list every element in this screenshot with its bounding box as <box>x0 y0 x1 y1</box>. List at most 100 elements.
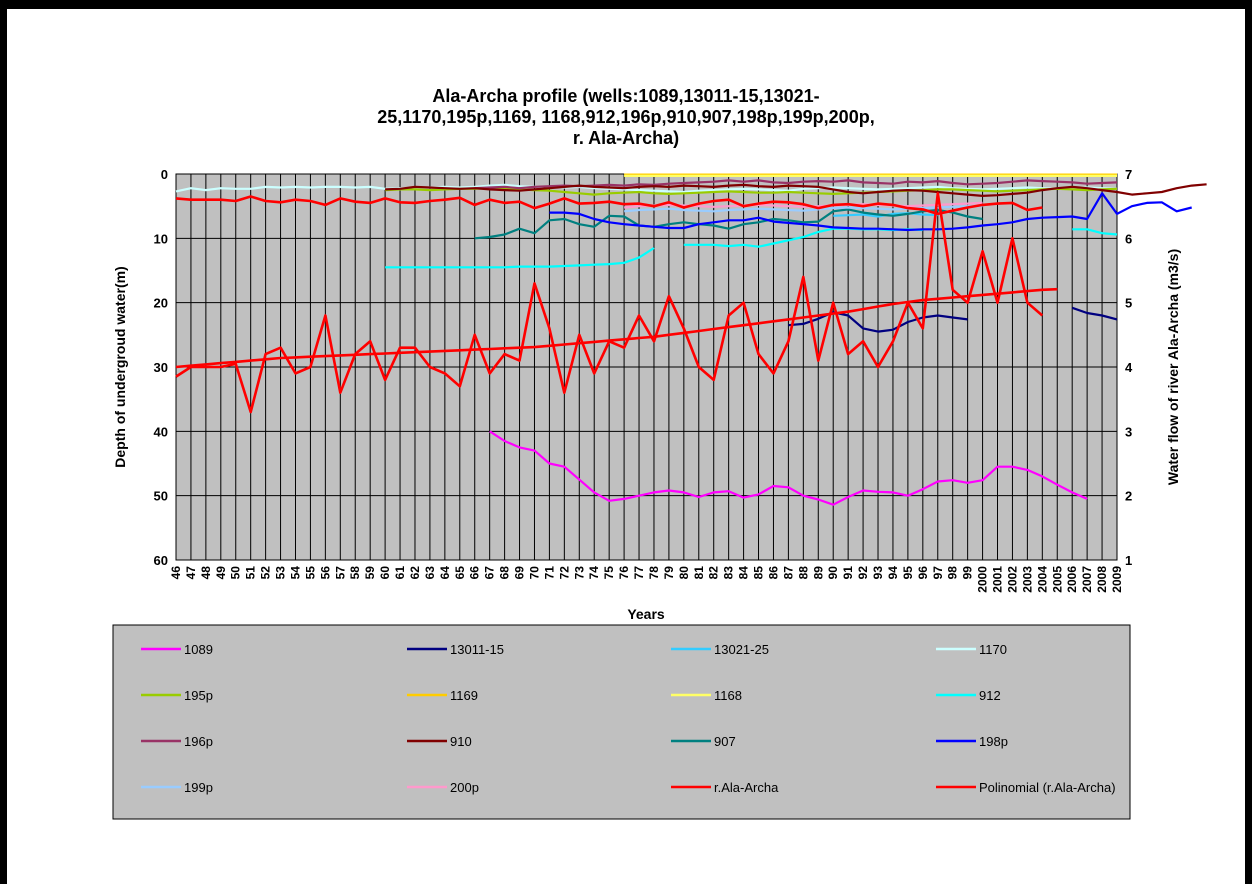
x-tick-label: 61 <box>393 566 407 580</box>
x-tick-label: 80 <box>677 566 691 580</box>
chart-title: r. Ala-Archa) <box>573 128 679 148</box>
x-tick-label: 94 <box>886 566 900 580</box>
series-line-polinomial-r-ala-archa- <box>175 287 1058 369</box>
x-tick-label: 91 <box>841 566 855 580</box>
x-tick-label: 2005 <box>1050 566 1064 593</box>
legend-label: 195p <box>184 688 213 703</box>
y-tick-label: 60 <box>154 553 168 568</box>
series-line-r-ala-archa <box>175 195 1043 216</box>
x-tick-label: 52 <box>259 566 273 580</box>
x-tick-label: 75 <box>602 566 616 580</box>
x-tick-label: 2007 <box>1080 566 1094 593</box>
legend-label: r.Ala-Archa <box>714 780 779 795</box>
series-line-13011-15 <box>1071 306 1118 321</box>
x-tick-label: 58 <box>348 566 362 580</box>
series-line-198p <box>549 192 1192 232</box>
legend-box <box>112 624 1131 820</box>
x-tick-label: 64 <box>438 566 452 580</box>
legend-label: 199p <box>184 780 213 795</box>
y2-tick-label: 7 <box>1125 167 1132 182</box>
y-axis-title: Depth of undergroud water(m) <box>112 266 128 467</box>
series-line-910 <box>385 183 1207 197</box>
y2-tick-label: 1 <box>1125 553 1132 568</box>
x-tick-label: 95 <box>901 566 915 580</box>
x-tick-label: 93 <box>871 566 885 580</box>
x-tick-label: 74 <box>587 566 601 580</box>
x-tick-label: 69 <box>513 566 527 580</box>
x-tick-label: 62 <box>408 566 422 580</box>
series-line-912 <box>385 247 655 269</box>
legend-label: 1169 <box>450 688 478 703</box>
x-tick-label: 56 <box>318 566 332 580</box>
y2-axis-title: Water flow of river Ala-Archa (m3/s) <box>1165 249 1181 485</box>
x-tick-label: 78 <box>647 566 661 580</box>
x-tick-label: 54 <box>288 566 302 580</box>
x-tick-label: 53 <box>274 566 288 580</box>
series-line-912 <box>1072 228 1118 236</box>
x-tick-label: 49 <box>214 566 228 580</box>
legend-label: 200p <box>450 780 479 795</box>
series-line-1089 <box>489 430 1088 506</box>
legend-label: 1168 <box>714 688 742 703</box>
x-tick-label: 96 <box>916 566 930 580</box>
legend-label: 13021-25 <box>714 642 769 657</box>
y-tick-label: 30 <box>154 360 168 375</box>
x-tick-label: 98 <box>946 566 960 580</box>
x-tick-label: 89 <box>811 566 825 580</box>
series-line-195p <box>385 187 1118 196</box>
x-tick-label: 83 <box>722 566 736 580</box>
x-tick-label: 2006 <box>1065 566 1079 593</box>
series-line-1170 <box>175 183 1118 194</box>
chart-title: 25,1170,195p,1169, 1168,912,196p,910,907… <box>377 107 874 127</box>
x-tick-label: 82 <box>707 566 721 580</box>
legend-label: 196p <box>184 734 213 749</box>
x-tick-label: 79 <box>662 566 676 580</box>
x-tick-label: 99 <box>961 566 975 580</box>
y-tick-label: 10 <box>154 231 168 246</box>
x-tick-label: 77 <box>632 566 646 580</box>
x-tick-label: 86 <box>766 566 780 580</box>
x-tick-label: 48 <box>199 566 213 580</box>
x-tick-label: 97 <box>931 566 945 580</box>
x-tick-label: 2009 <box>1110 566 1124 593</box>
y2-tick-label: 3 <box>1125 424 1132 439</box>
x-tick-label: 2003 <box>1020 566 1034 593</box>
x-tick-label: 2002 <box>1005 566 1019 593</box>
legend-label: 13011-15 <box>450 642 504 657</box>
chart-title: Ala-Archa profile (wells:1089,13011-15,1… <box>432 86 819 106</box>
x-tick-label: 67 <box>483 566 497 580</box>
x-tick-label: 71 <box>542 566 556 580</box>
x-tick-label: 46 <box>169 566 183 580</box>
y-tick-label: 40 <box>154 424 168 439</box>
x-tick-label: 73 <box>572 566 586 580</box>
y-tick-label: 50 <box>154 489 168 504</box>
series-line-200p <box>624 201 983 209</box>
x-tick-label: 65 <box>453 566 467 580</box>
x-tick-label: 47 <box>184 566 198 580</box>
x-tick-label: 59 <box>363 566 377 580</box>
y-tick-label: 0 <box>161 167 168 182</box>
legend-label: 910 <box>450 734 472 749</box>
x-tick-label: 55 <box>303 566 317 580</box>
y2-tick-label: 6 <box>1125 231 1132 246</box>
x-tick-label: 88 <box>796 566 810 580</box>
x-tick-label: 85 <box>752 566 766 580</box>
y2-tick-label: 2 <box>1125 489 1132 504</box>
series-line-13011-15 <box>788 311 968 333</box>
legend-label: 1089 <box>184 642 213 657</box>
x-tick-label: 2008 <box>1095 566 1109 593</box>
x-tick-label: 81 <box>692 566 706 580</box>
legend-label: 1170 <box>979 642 1007 657</box>
y-tick-label: 20 <box>154 296 168 311</box>
x-tick-label: 76 <box>617 566 631 580</box>
x-tick-label: 57 <box>333 566 347 580</box>
x-tick-label: 51 <box>244 566 258 580</box>
x-tick-label: 68 <box>498 566 512 580</box>
x-tick-label: 2001 <box>991 566 1005 593</box>
legend-label: 912 <box>979 688 1001 703</box>
x-tick-label: 87 <box>781 566 795 580</box>
x-tick-label: 60 <box>378 566 392 580</box>
x-tick-label: 70 <box>527 566 541 580</box>
